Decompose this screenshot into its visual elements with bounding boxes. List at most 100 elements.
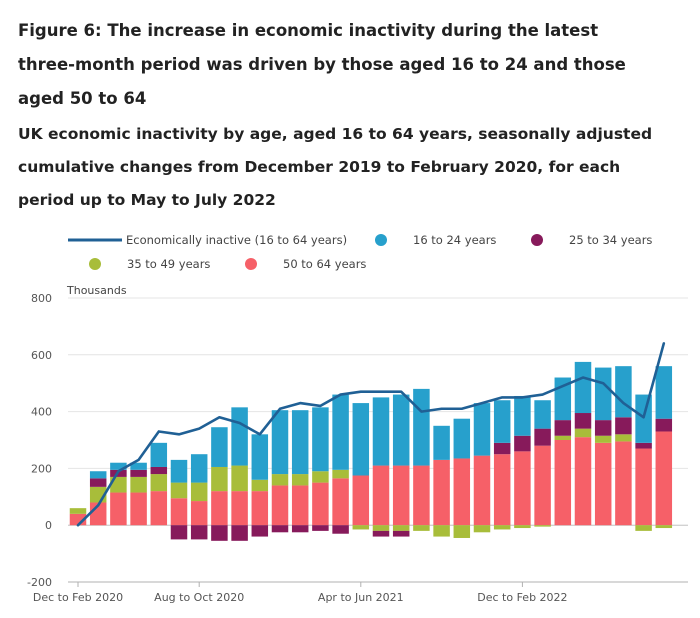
bar-age_35_49 xyxy=(514,525,531,529)
bar-age_35_49 xyxy=(150,474,168,492)
bar-age_25_34 xyxy=(170,525,188,540)
bar-age_16_24 xyxy=(615,366,632,418)
legend-label-35-49: 35 to 49 years xyxy=(127,257,210,271)
x-tick-label: Apr to Jun 2021 xyxy=(318,591,404,604)
bar-age_50_64 xyxy=(433,459,450,526)
bar-age_35_49 xyxy=(271,474,289,486)
bar-age_16_24 xyxy=(130,462,147,470)
bar-age_25_34 xyxy=(332,525,349,534)
bar-age_16_24 xyxy=(110,462,127,470)
bar-age_35_49 xyxy=(453,525,471,538)
bar-age_16_24 xyxy=(392,394,410,466)
y-axis-ticks: -200 0 200 400 600 800 xyxy=(27,292,52,589)
bar-age_35_49 xyxy=(130,476,147,493)
legend-item-16-24: 16 to 24 years xyxy=(375,233,496,247)
bar-age_16_24 xyxy=(453,418,471,459)
bar-age_35_49 xyxy=(574,428,592,438)
bar-age_35_49 xyxy=(594,435,612,443)
bar-age_35_49 xyxy=(372,525,390,531)
y-tick-label: 400 xyxy=(31,406,52,419)
bar-age_35_49 xyxy=(473,525,491,533)
bar-age_50_64 xyxy=(170,498,188,526)
bar-age_50_64 xyxy=(150,491,168,526)
bar-age_25_34 xyxy=(635,442,652,449)
bar-age_16_24 xyxy=(574,361,592,414)
bar-age_35_49 xyxy=(312,471,329,483)
bar-age_50_64 xyxy=(574,437,592,526)
bar-age_25_34 xyxy=(594,420,612,436)
bar-age_25_34 xyxy=(291,525,309,533)
bar-age_16_24 xyxy=(514,395,531,436)
bar-age_50_64 xyxy=(291,485,309,526)
bar-age_16_24 xyxy=(251,434,269,480)
bar-age_35_49 xyxy=(170,482,188,499)
legend-item-line: Economically inactive (16 to 64 years) xyxy=(68,233,347,247)
bar-age_16_24 xyxy=(150,442,168,467)
bar-age_25_34 xyxy=(372,530,390,537)
legend-label-50-64: 50 to 64 years xyxy=(283,257,366,271)
bars xyxy=(69,361,673,541)
legend-item-35-49: 35 to 49 years xyxy=(89,257,210,271)
bar-age_35_49 xyxy=(433,525,450,537)
bar-age_35_49 xyxy=(211,466,228,492)
bar-age_50_64 xyxy=(130,492,147,526)
bar-age_35_49 xyxy=(655,525,673,529)
bar-age_25_34 xyxy=(190,525,208,540)
bar-age_50_64 xyxy=(69,513,87,526)
x-axis: Dec to Feb 2020 Aug to Oct 2020 Apr to Jun… xyxy=(33,581,688,604)
legend-item-25-34: 25 to 34 years xyxy=(531,233,652,247)
bar-age_25_34 xyxy=(554,420,572,436)
bar-age_25_34 xyxy=(211,525,228,541)
legend-item-50-64: 50 to 64 years xyxy=(245,257,366,271)
chart-subtitle: UK economic inactivity by age, aged 16 t… xyxy=(18,125,653,209)
y-tick-label: -200 xyxy=(27,576,52,589)
x-tick-label: Aug to Oct 2020 xyxy=(154,591,244,604)
legend-label-16-24: 16 to 24 years xyxy=(413,233,496,247)
bar-age_25_34 xyxy=(534,428,551,446)
bar-age_35_49 xyxy=(69,508,87,514)
legend-dot-16-24 xyxy=(375,234,387,246)
bar-age_35_49 xyxy=(291,474,309,486)
bar-age_35_49 xyxy=(231,465,248,492)
chart-legend: Economically inactive (16 to 64 years) 1… xyxy=(68,233,652,271)
bar-age_16_24 xyxy=(89,471,107,479)
line-economically-inactive xyxy=(76,342,666,527)
bar-age_35_49 xyxy=(190,482,208,502)
bar-age_35_49 xyxy=(534,525,551,527)
bar-age_16_24 xyxy=(271,410,289,475)
bar-age_35_49 xyxy=(251,479,269,492)
bar-age_50_64 xyxy=(190,501,208,526)
y-axis-label: Thousands xyxy=(66,284,127,297)
bar-age_16_24 xyxy=(291,410,309,475)
bar-age_16_24 xyxy=(473,403,491,456)
bar-age_50_64 xyxy=(352,475,370,526)
bar-age_35_49 xyxy=(413,525,430,531)
bar-age_25_34 xyxy=(312,525,329,531)
bar-age_50_64 xyxy=(110,492,127,526)
bar-age_50_64 xyxy=(514,451,531,526)
bar-age_25_34 xyxy=(271,525,289,533)
bar-age_50_64 xyxy=(211,491,228,526)
bar-age_25_34 xyxy=(130,469,147,477)
bar-age_16_24 xyxy=(332,394,349,470)
bar-age_25_34 xyxy=(251,525,269,537)
bar-age_35_49 xyxy=(493,525,511,530)
bar-age_50_64 xyxy=(372,465,390,526)
chart-title: Figure 6: The increase in economic inact… xyxy=(18,21,626,108)
bar-age_50_64 xyxy=(312,482,329,526)
bar-age_16_24 xyxy=(372,397,390,466)
bar-age_16_24 xyxy=(594,367,612,421)
bar-age_50_64 xyxy=(493,454,511,526)
bar-age_35_49 xyxy=(635,525,652,531)
y-tick-label: 800 xyxy=(31,292,52,305)
bar-age_16_24 xyxy=(352,403,370,476)
bar-age_35_49 xyxy=(352,525,370,530)
bar-age_16_24 xyxy=(534,400,551,429)
bar-age_50_64 xyxy=(453,458,471,526)
bar-age_35_49 xyxy=(554,435,572,440)
bar-age_50_64 xyxy=(655,431,673,526)
bar-age_50_64 xyxy=(473,455,491,526)
bar-age_35_49 xyxy=(615,434,632,442)
bar-age_16_24 xyxy=(635,394,652,443)
